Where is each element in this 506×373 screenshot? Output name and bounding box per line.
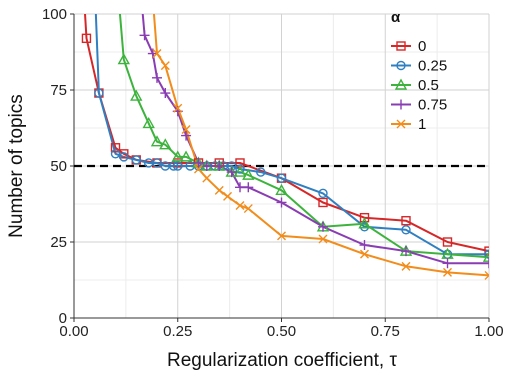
data-point (202, 173, 212, 183)
legend-swatch-marker (396, 41, 406, 51)
x-axis-title: Regularization coefficient, τ (167, 350, 397, 371)
data-point (256, 167, 266, 177)
data-point (484, 249, 489, 259)
data-point (318, 221, 328, 232)
data-point (81, 33, 92, 44)
data-point (139, 30, 150, 41)
data-point (110, 149, 121, 159)
data-point (360, 249, 369, 259)
data-point (233, 165, 247, 177)
data-point (243, 182, 254, 193)
x-tick-label: 0.50 (267, 323, 296, 340)
data-point (484, 246, 489, 256)
data-point (181, 125, 191, 135)
data-point (214, 161, 225, 171)
x-tick-label: 1.00 (474, 323, 503, 340)
legend-swatch-marker (396, 119, 406, 129)
data-point (131, 155, 141, 165)
legend-swatch-marker (396, 60, 406, 71)
data-point (152, 158, 162, 168)
data-point (142, 116, 155, 129)
data-point (442, 237, 453, 247)
data-point (226, 167, 237, 178)
x-tick-label: 0.00 (59, 323, 88, 340)
data-point (401, 246, 411, 257)
data-point (441, 247, 454, 259)
data-point (223, 191, 233, 201)
data-point (277, 231, 286, 241)
data-point (194, 164, 203, 174)
data-point (442, 258, 453, 269)
data-point (173, 103, 183, 113)
data-point (243, 204, 253, 214)
data-point (359, 240, 370, 251)
data-point (276, 197, 287, 208)
data-point (160, 61, 170, 71)
y-axis-title: Number of topics (6, 94, 27, 238)
y-tick-label: 0 (59, 310, 67, 327)
data-point (484, 270, 489, 280)
data-point (242, 168, 255, 180)
y-tick-label: 50 (50, 158, 67, 175)
legend-label: 0.25 (418, 58, 447, 75)
data-point (482, 250, 489, 262)
data-point (318, 234, 328, 244)
data-point (275, 183, 288, 196)
data-point (171, 150, 184, 162)
data-point (152, 49, 162, 59)
data-point (484, 258, 489, 269)
x-tick-label: 0.25 (163, 323, 192, 340)
y-tick-label: 25 (50, 234, 67, 251)
data-point (173, 161, 183, 171)
legend-label: 0.75 (418, 97, 447, 114)
data-point (214, 185, 224, 195)
data-point (235, 201, 245, 211)
data-point (94, 88, 104, 98)
y-tick-label: 100 (42, 6, 67, 23)
data-point (401, 261, 411, 271)
data-point (318, 188, 328, 199)
data-point (150, 135, 164, 147)
series-markers (81, 30, 489, 280)
data-point (181, 130, 192, 141)
data-point (443, 267, 452, 277)
data-point (117, 53, 130, 65)
data-point (159, 138, 172, 150)
data-point (235, 164, 245, 174)
data-point (110, 143, 121, 153)
legend-label: 0.5 (418, 77, 439, 94)
data-point (193, 157, 204, 168)
data-point (401, 216, 411, 226)
data-point (119, 152, 129, 162)
x-tick-label: 0.75 (371, 323, 400, 340)
legend-title: α (391, 9, 401, 26)
legend: α 0 0.25 0.5 0.75 1 (391, 9, 447, 133)
data-point (359, 212, 370, 223)
data-point (401, 225, 411, 235)
data-point (276, 173, 287, 183)
data-point (318, 197, 328, 208)
data-point (152, 72, 162, 83)
y-tick-label: 75 (50, 82, 67, 99)
legend-swatch-marker (394, 78, 408, 90)
legend-label: 0 (418, 38, 426, 55)
legend-swatch-marker (396, 99, 406, 110)
data-point (179, 150, 193, 162)
legend-label: 1 (418, 116, 426, 133)
data-point (168, 161, 179, 171)
data-point (358, 217, 371, 229)
data-point (130, 89, 143, 101)
data-point (201, 161, 212, 171)
data-point (160, 88, 171, 99)
